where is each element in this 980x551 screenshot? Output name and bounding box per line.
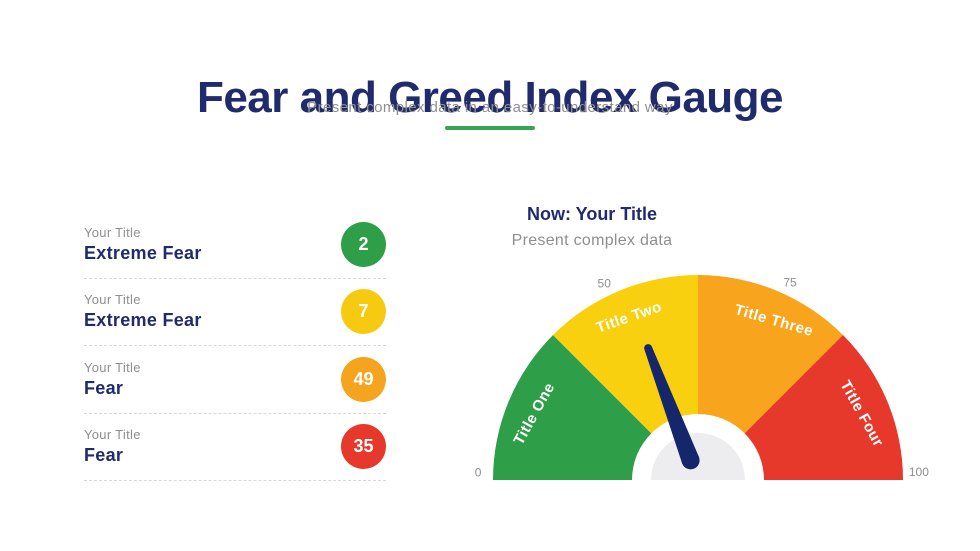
legend-item-title: Fear: [84, 445, 124, 466]
gauge-tick-label: 100: [909, 465, 929, 479]
legend-value-badge: 49: [341, 356, 386, 402]
gauge-header: Now: Your Title Present complex data: [472, 204, 712, 250]
legend-item-title: Fear: [84, 377, 124, 398]
legend-value-badge: 35: [341, 424, 386, 470]
legend-item-label: Your Title: [84, 224, 141, 240]
legend-item-label: Your Title: [84, 359, 141, 375]
gauge-needle: [644, 344, 700, 470]
legend-item-label: Your Title: [84, 427, 141, 443]
legend-item-label: Your Title: [84, 292, 141, 308]
gauge-section-subtitle: Present complex data: [511, 232, 673, 249]
legend-item: Your Title Fear 49: [84, 346, 386, 414]
legend-value-badge: 7: [341, 289, 386, 335]
gauge-body: [493, 275, 903, 480]
gauge-section-title: Now: Your Title: [526, 204, 657, 224]
legend-item-title: Extreme Fear: [84, 242, 202, 263]
gauge-tick-label: 50: [598, 276, 612, 290]
legend-value-badge: 2: [341, 221, 386, 267]
slide-subtitle: Present complex data in an easy-to-under…: [307, 99, 673, 116]
legend-list: Your Title Extreme Fear 2 Your Title Ext…: [84, 211, 386, 481]
legend-item-title: Extreme Fear: [84, 310, 202, 331]
gauge-tick-label: 0: [475, 465, 482, 479]
accent-underline: [445, 126, 535, 130]
legend-item: Your Title Extreme Fear 7: [84, 279, 386, 346]
legend-item: Your Title Fear 35: [84, 414, 386, 481]
gauge-chart-container: Title One Title Two Title Three Title Four 0…: [460, 265, 940, 485]
slide-title: Fear and Greed Index Gauge: [196, 73, 784, 123]
legend-item: Your Title Extreme Fear 2: [84, 211, 386, 279]
gauge-tick-label: 75: [783, 276, 797, 290]
